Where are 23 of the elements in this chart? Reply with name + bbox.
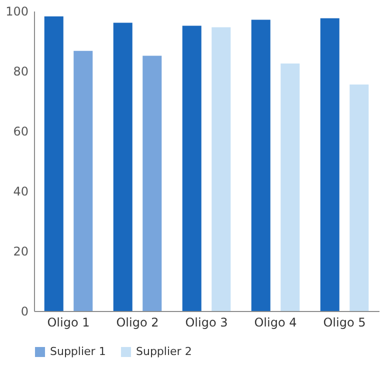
x-tick-label: Oligo 1 xyxy=(47,316,90,330)
bar xyxy=(212,27,231,311)
bar xyxy=(320,18,340,311)
legend-label: Supplier 1 xyxy=(50,345,106,358)
x-tick-label: Oligo 2 xyxy=(116,316,159,330)
y-tick-label: 60 xyxy=(13,124,28,138)
bar xyxy=(44,16,64,311)
bar xyxy=(142,56,162,311)
x-tick-label: Oligo 3 xyxy=(185,316,228,330)
y-tick-label: 40 xyxy=(13,184,28,198)
bar xyxy=(251,20,270,311)
bar xyxy=(350,84,369,311)
y-tick-label: 20 xyxy=(13,244,28,258)
y-tick-label: 80 xyxy=(13,64,28,78)
bar xyxy=(280,64,300,311)
bar xyxy=(74,50,93,311)
x-tick-label: Oligo 5 xyxy=(323,316,366,330)
bar xyxy=(113,22,132,311)
y-tick-label: 0 xyxy=(20,304,28,318)
x-tick-label: Oligo 4 xyxy=(254,316,297,330)
bar xyxy=(182,26,202,311)
legend-label: Supplier 2 xyxy=(136,345,192,358)
y-tick-label: 100 xyxy=(6,4,28,18)
